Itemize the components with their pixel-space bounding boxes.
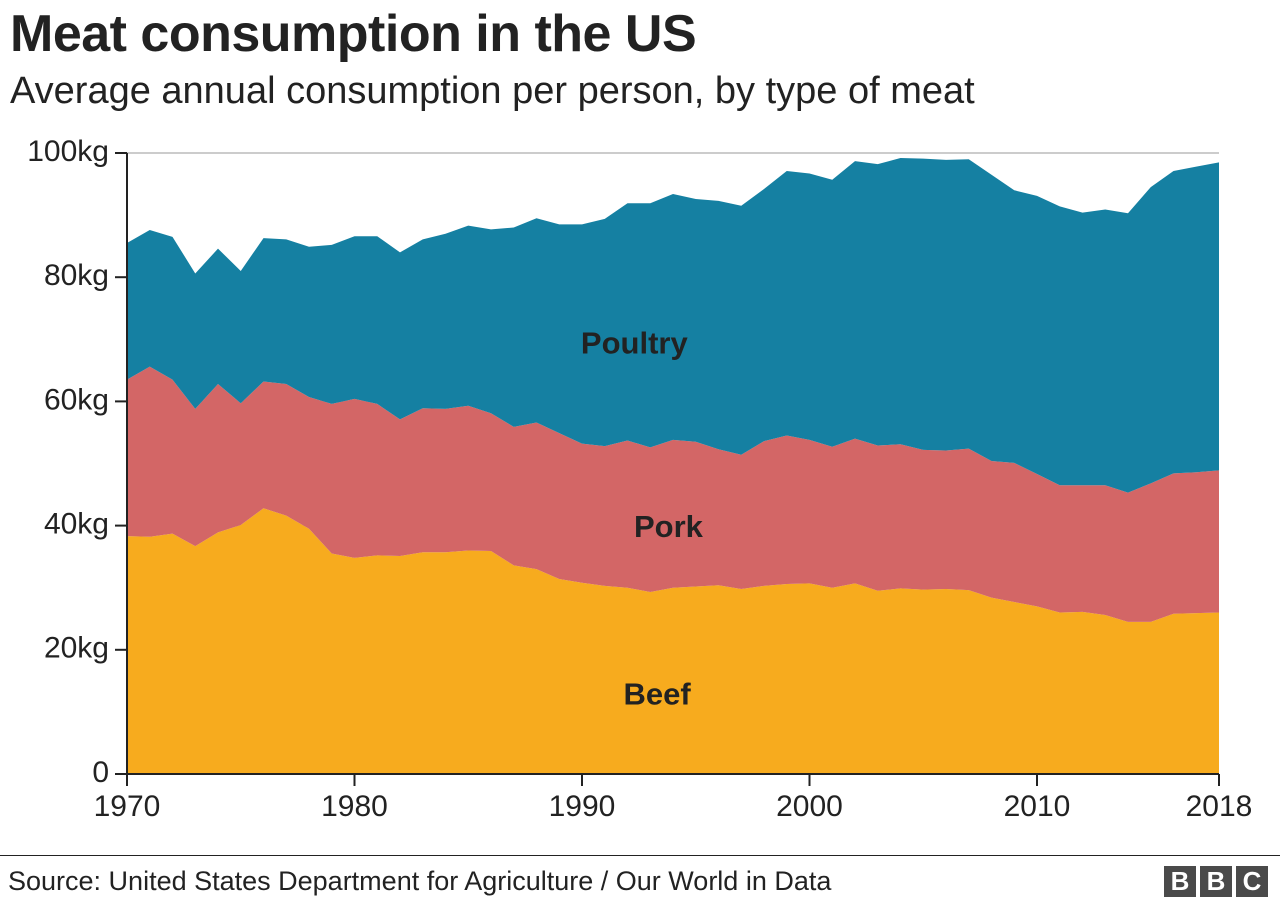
logo-letter-b1: B xyxy=(1164,866,1196,897)
x-tick-label-2010: 2010 xyxy=(1004,790,1071,823)
area-label-beef: Beef xyxy=(623,677,691,712)
x-tick-label-1990: 1990 xyxy=(549,790,616,823)
bbc-logo: B B C xyxy=(1164,866,1268,897)
source-note: Source: United States Department for Agr… xyxy=(8,866,832,896)
x-tick-label-1970: 1970 xyxy=(94,790,161,823)
stacked-area-chart: Poultry Pork Beef 0 20kg 40kg 60kg 80kg 100kg 197… xyxy=(27,135,1253,823)
y-tick-label-40: 40kg xyxy=(44,508,109,541)
area-label-poultry: Poultry xyxy=(581,326,689,361)
x-tick-label-2018: 2018 xyxy=(1186,790,1253,823)
series-area-pork xyxy=(127,366,1219,622)
x-tick-label-2000: 2000 xyxy=(776,790,843,823)
logo-letter-c: C xyxy=(1236,866,1268,897)
y-tick-label-20: 20kg xyxy=(44,632,109,665)
area-label-pork: Pork xyxy=(634,509,704,544)
chart-subtitle: Average annual consumption per person, b… xyxy=(10,70,975,112)
series-area-poultry xyxy=(127,157,1219,493)
y-tick-label-100: 100kg xyxy=(27,135,109,168)
footer-divider xyxy=(0,855,1280,856)
series-area-beef xyxy=(127,508,1219,774)
logo-letter-b2: B xyxy=(1200,866,1232,897)
y-tick-label-0: 0 xyxy=(92,756,109,789)
chart-title: Meat consumption in the US xyxy=(10,5,697,63)
y-tick-label-80: 80kg xyxy=(44,259,109,292)
y-tick-label-60: 60kg xyxy=(44,383,109,416)
x-tick-label-1980: 1980 xyxy=(321,790,388,823)
